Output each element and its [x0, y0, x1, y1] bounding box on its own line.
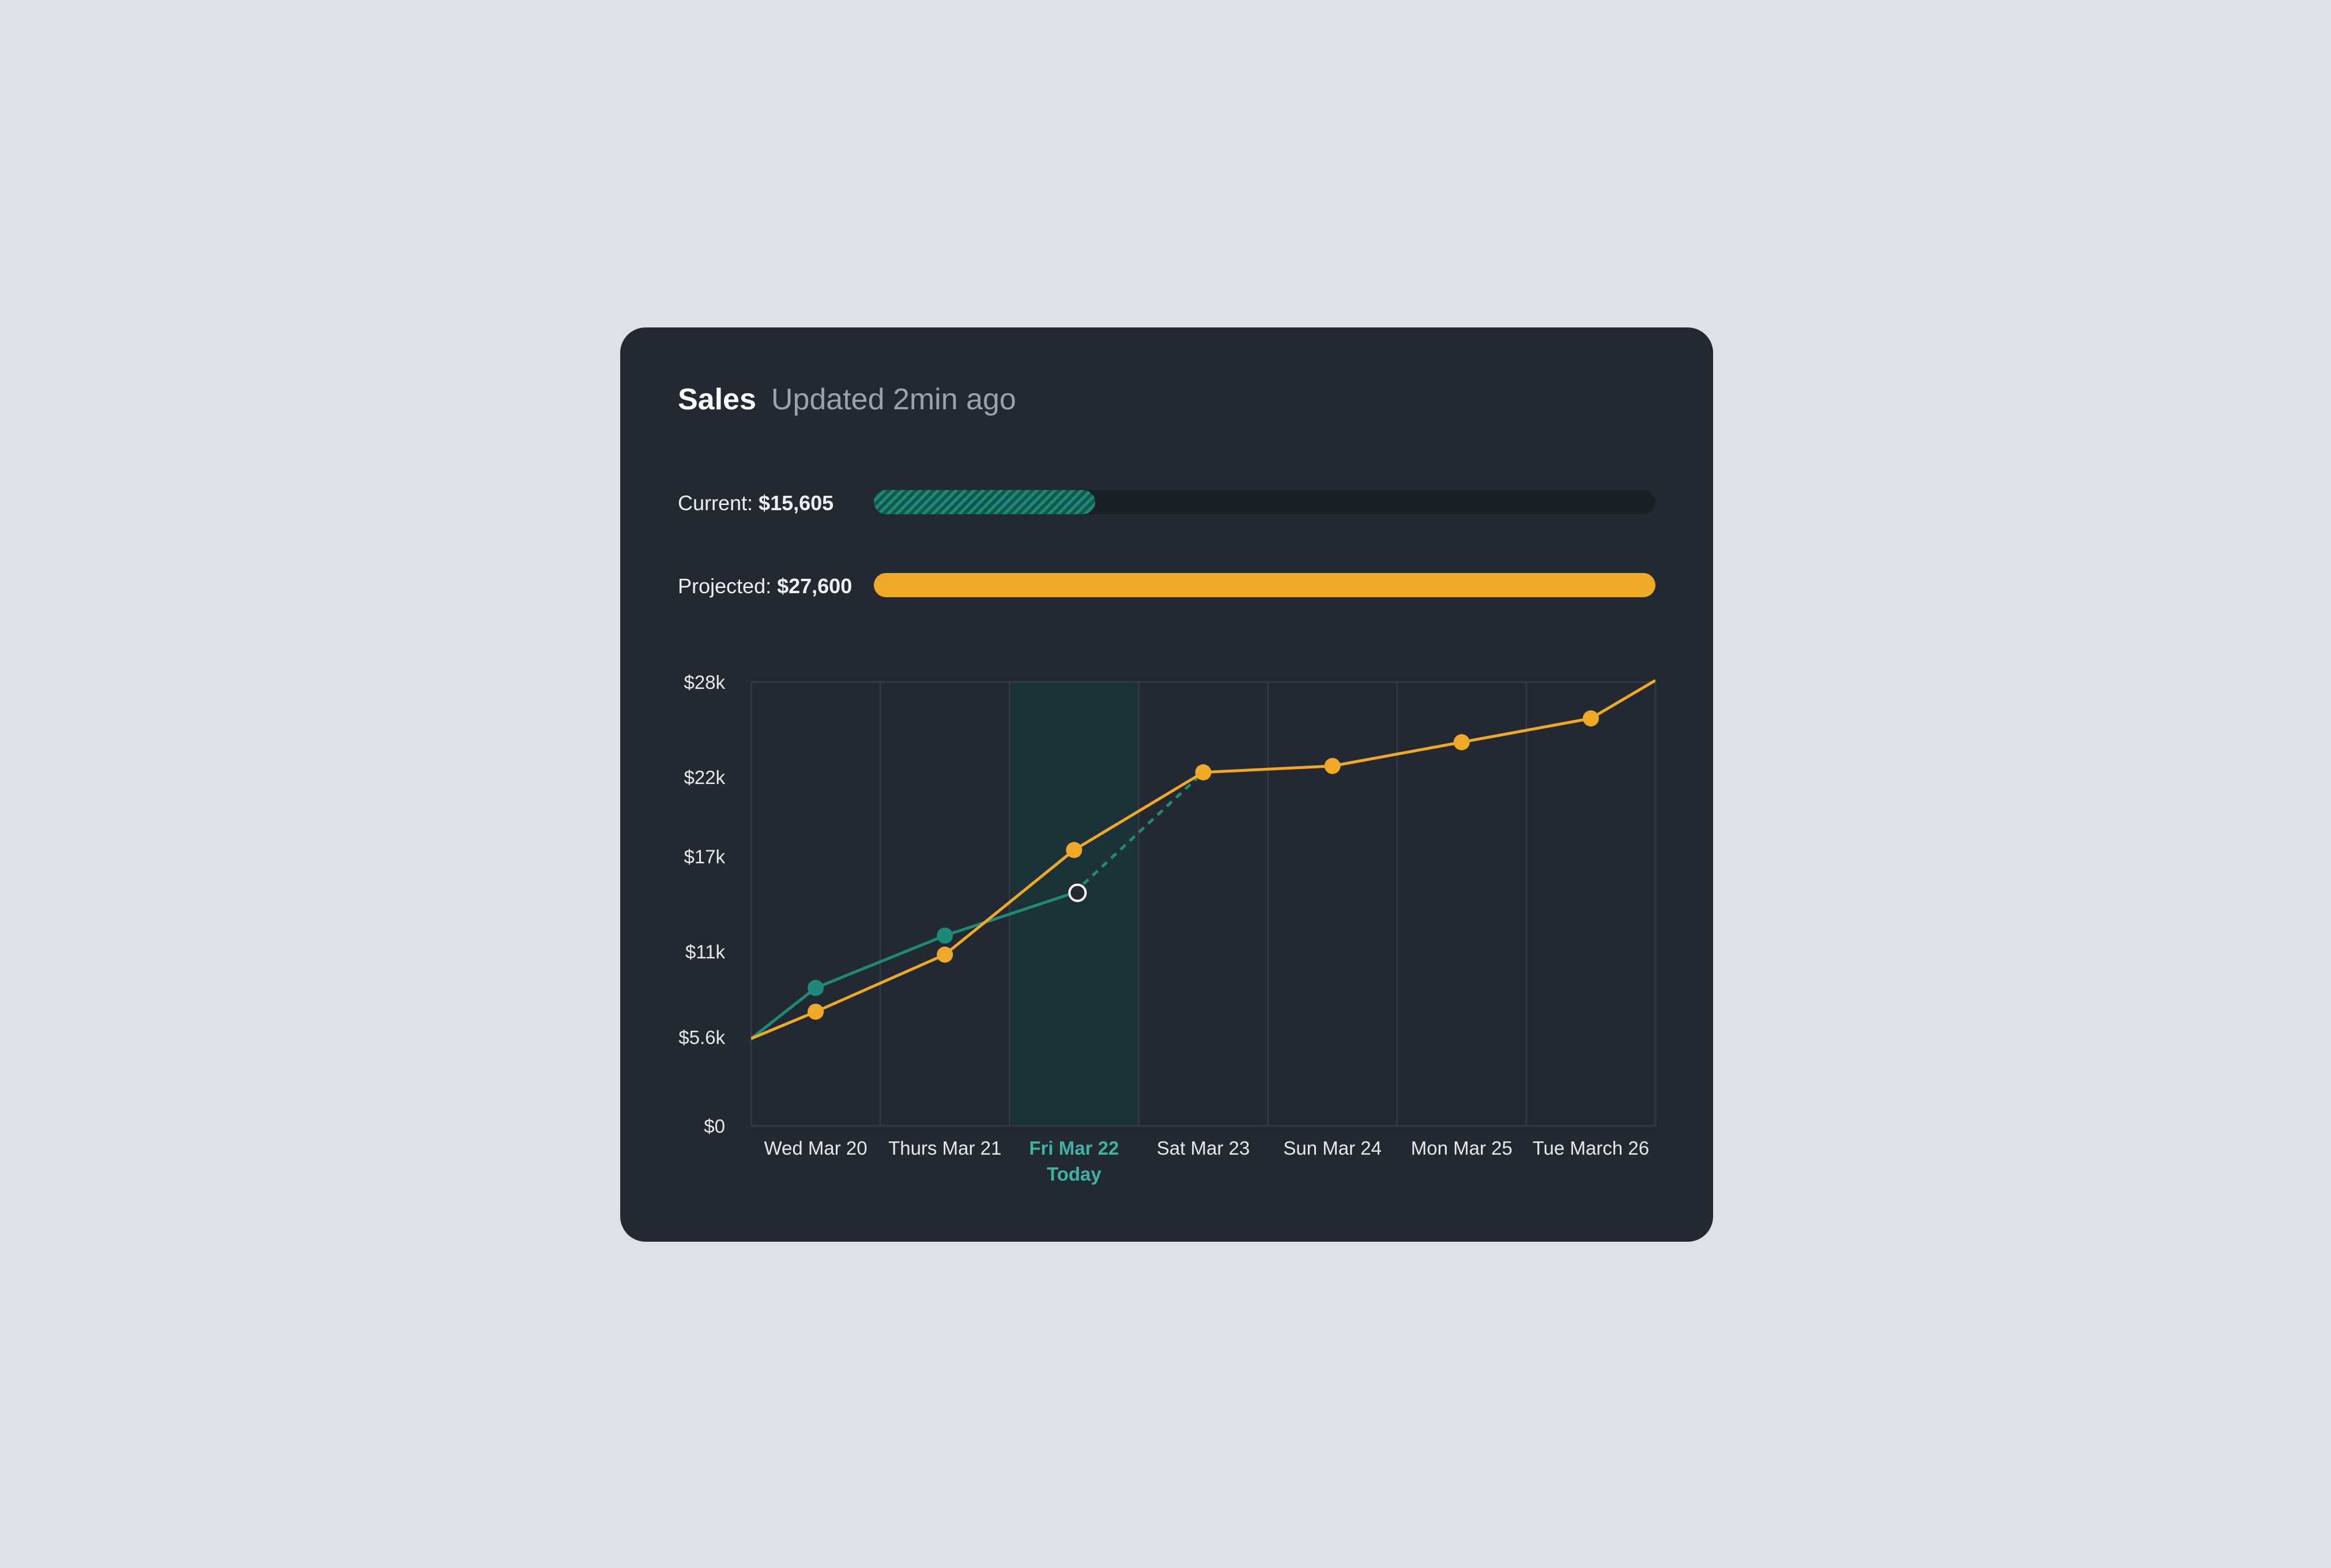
x-tick-label: Sat Mar 23	[1157, 1137, 1250, 1159]
data-point-projected	[1195, 764, 1212, 781]
sales-card: Sales Updated 2min ago Current: $15,605 P…	[620, 327, 1713, 1242]
y-tick-label: $17k	[684, 846, 725, 868]
current-point-marker	[1068, 883, 1087, 902]
y-tick-label: $0	[704, 1115, 725, 1137]
series-line-projected	[751, 679, 1655, 1041]
current-sales-row: Current: $15,605	[678, 490, 1655, 515]
projected-sales-row: Projected: $27,600	[678, 573, 1655, 598]
x-tick-label: Wed Mar 20	[764, 1137, 867, 1159]
current-progress-fill	[874, 490, 1095, 514]
projected-sales-label: Projected: $27,600	[678, 574, 853, 598]
y-tick-label: $22k	[684, 767, 725, 788]
projected-sales-value: $27,600	[777, 574, 853, 598]
plot-frame	[750, 681, 1657, 1127]
x-tick-label: Thurs Mar 21	[888, 1137, 1001, 1159]
projected-progress-fill	[874, 573, 1655, 597]
data-point-projected	[937, 947, 953, 963]
x-tick-label-today: Fri Mar 22	[1029, 1137, 1119, 1159]
card-header: Sales Updated 2min ago	[678, 382, 1016, 417]
data-point-actual	[808, 979, 824, 996]
data-point-projected	[808, 1004, 824, 1020]
data-point-projected	[1582, 710, 1599, 727]
sales-chart: $0 $5.6k $11k $17k $22k $28k Wed Mar 20 Thurs M…	[620, 650, 1713, 1227]
data-point-projected	[1324, 757, 1341, 774]
data-point-actual	[937, 928, 953, 944]
x-tick-label: Sun Mar 24	[1283, 1137, 1382, 1159]
x-tick-label: Mon Mar 25	[1411, 1137, 1512, 1159]
series-line-actual-trend	[1073, 771, 1205, 894]
current-progress-track	[874, 490, 1655, 514]
current-sales-value: $15,605	[759, 491, 834, 515]
y-tick-label: $11k	[685, 941, 726, 963]
data-point-projected	[1066, 842, 1082, 858]
projected-progress-track	[874, 573, 1655, 597]
today-highlight-band	[1009, 682, 1139, 1126]
data-point-projected	[1453, 734, 1470, 751]
updated-timestamp: Updated 2min ago	[771, 383, 1016, 416]
current-sales-label: Current: $15,605	[678, 491, 834, 515]
x-tick-label: Tue March 26	[1533, 1137, 1649, 1159]
series-line-actual	[751, 891, 1075, 1040]
y-tick-label: $5.6k	[678, 1027, 725, 1048]
today-label: Today	[1047, 1163, 1102, 1185]
card-title: Sales	[678, 383, 756, 416]
y-tick-label: $28k	[684, 672, 725, 693]
sales-line-chart: $0 $5.6k $11k $17k $22k $28k Wed Mar 20 Thurs M…	[678, 672, 1657, 1185]
